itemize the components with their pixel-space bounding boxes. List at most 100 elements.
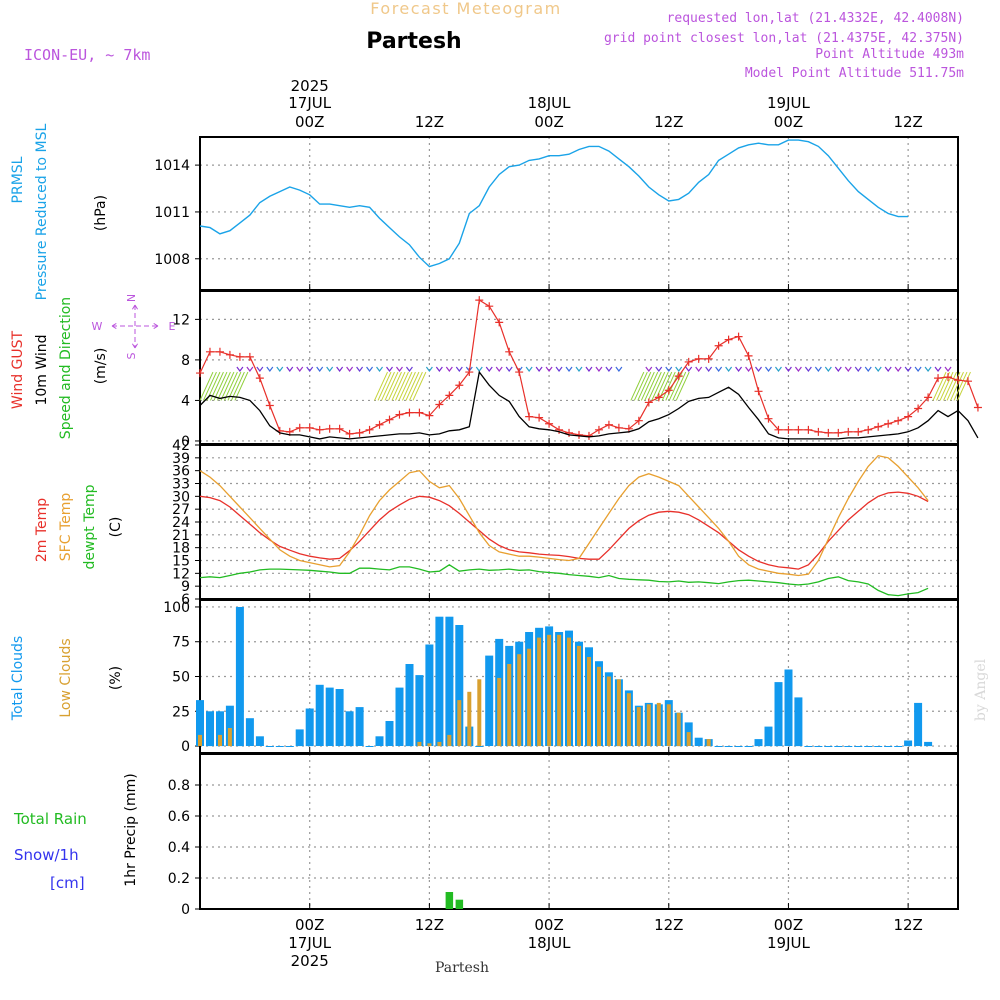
low-cloud-bar [577,645,581,746]
requested-coordinates: requested lon,lat (21.4332E, 42.4008N) [667,11,964,26]
total-cloud-bar [355,707,364,746]
pressure-label-prmsl: PRMSL [10,156,26,203]
low-cloud-bar [557,634,562,747]
wind-gust-marker [644,398,653,407]
temperature-y-tick-label: 9 [181,579,190,595]
total-cloud-bar [225,705,234,746]
wind-gust-marker [924,393,933,402]
low-cloud-bar [656,702,661,746]
top-time-tick-label: 00Z [774,113,803,131]
wind-gust-marker [495,318,504,327]
wind-direction-hatch [953,371,968,401]
wind-direction-hatch [640,371,655,401]
low-cloud-bar [467,691,472,746]
top-time-tick-label: 12Z [893,113,922,131]
top-time-tick-label: 00Z [534,113,563,131]
wind-direction-arrow [755,366,763,373]
wind-direction-arrow [844,366,852,373]
bottom-time-tick-label: 12Z [415,916,444,934]
wind-gust-marker [305,423,314,432]
top-date-label: 18JUL [528,94,571,112]
wind-direction-arrow [874,366,882,373]
low-cloud-bar [437,741,442,747]
temp-dewpoint-line [199,564,929,597]
total-cloud-bar [415,675,424,746]
wind-direction-arrow [495,366,503,373]
wind-gust-marker [375,420,384,429]
wind-gust-marker [295,423,304,432]
wind-gust-marker [634,416,643,425]
wind-direction-hatch [398,371,413,401]
wind-direction-hatch [647,371,662,401]
wind-direction-hatch [630,371,645,401]
low-cloud-bar [587,657,591,746]
wind-direction-hatch [374,371,388,401]
footer-station-label: Partesh [435,960,489,976]
wind-gust-marker [395,410,404,419]
wind-gust-marker [385,415,394,424]
total-cloud-bar [894,746,903,747]
wind-direction-arrow [555,366,563,373]
wind-direction-arrow [944,366,952,373]
total-cloud-bar [914,702,923,746]
wind-direction-arrow [605,366,613,373]
wind-gust-marker [674,372,683,381]
clouds-y-tick-label: 50 [172,670,190,686]
precip-y-tick-label: 0.6 [168,809,190,825]
wind-gust-marker [864,425,873,434]
wind-direction-arrow [326,366,334,373]
model-point-altitude: Model Point Altitude 511.75m [745,66,964,81]
total-cloud-bar [315,684,324,746]
wind-direction-arrow [246,366,254,373]
wind-direction-arrow [585,366,593,373]
total-cloud-bar [764,726,773,747]
wind-direction-hatch [661,371,676,401]
total-cloud-bar [385,721,394,746]
wind-direction-arrow [725,366,733,373]
total-cloud-bar [844,746,853,747]
bottom-time-tick-label: 00Z [534,916,563,934]
total-cloud-bar [475,746,484,747]
prmsl-line [199,139,909,268]
low-cloud-bar [517,654,522,746]
wind-gust-marker [205,347,214,356]
total-cloud-bar [196,700,204,746]
temp-sfc-line [199,454,929,577]
wind-gust-marker [545,419,554,428]
total-cloud-bar [435,616,444,747]
wind-direction-hatch [216,371,231,401]
wind-y-tick-label: 0 [181,434,190,450]
wind-direction-hatch [412,371,427,401]
wind-direction-arrow [485,366,493,373]
low-cloud-bar [507,664,512,747]
precip-y-tick-label: 0.2 [168,871,190,887]
bottom-time-tick-label: 00Z [295,916,324,934]
wind-direction-arrow [934,366,942,373]
wind-gust-marker [365,425,374,434]
total-cloud-bar [375,736,384,746]
temp-label-dewpt: dewpt Temp [82,484,98,569]
wind-gust-marker [754,387,763,396]
total-cloud-bar [325,687,334,746]
wind-gust-marker [614,423,623,432]
low-cloud-bar [597,666,601,747]
low-cloud-bar [527,648,532,747]
bottom-date-label: 17JUL [288,934,331,952]
wind-direction-hatch [405,371,420,401]
wind-direction-arrow [395,366,403,373]
total-cloud-bar [884,746,893,747]
bottom-time-tick-label: 12Z [893,916,922,934]
pressure-frame [199,136,959,291]
wind-direction-hatch [213,371,228,401]
low-cloud-bar [646,704,651,746]
low-cloud-bar [227,728,232,747]
precip-label-snow: Snow/1h [14,846,79,864]
wind-gust-marker [265,401,274,410]
wind-label-direction: Speed and Direction [58,297,74,439]
pressure-y-tick-label: 1008 [154,252,190,268]
wind-direction-arrow [675,366,683,373]
top-time-tick-label: 12Z [415,113,444,131]
wind-direction-arrow [904,366,912,373]
wind-gust-marker [315,425,324,434]
wind-direction-arrow [256,366,264,373]
